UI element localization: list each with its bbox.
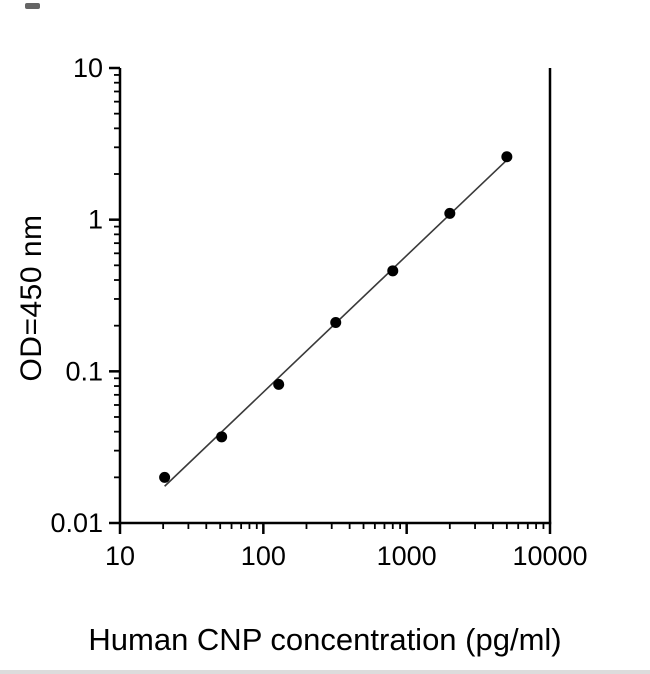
x-tick-label: 10000 xyxy=(512,541,587,571)
data-point xyxy=(330,316,342,328)
y-tick-label: 1 xyxy=(88,205,103,235)
x-tick-label: 100 xyxy=(241,541,286,571)
y-tick-label: 0.1 xyxy=(65,356,103,386)
x-tick-label: 1000 xyxy=(377,541,437,571)
scan-artifact-mark xyxy=(25,3,40,9)
data-point xyxy=(273,378,285,390)
bottom-edge-artifact xyxy=(0,670,650,674)
data-point xyxy=(444,207,456,219)
data-point xyxy=(387,265,399,277)
x-axis-title: Human CNP concentration (pg/ml) xyxy=(88,622,562,657)
data-point xyxy=(216,431,228,443)
y-tick-label: 0.01 xyxy=(50,508,103,538)
y-tick-label: 10 xyxy=(73,53,103,83)
y-axis-title: OD=450 nm xyxy=(15,214,48,382)
x-tick-label: 10 xyxy=(105,541,135,571)
data-point xyxy=(159,471,171,483)
data-point xyxy=(501,151,513,163)
